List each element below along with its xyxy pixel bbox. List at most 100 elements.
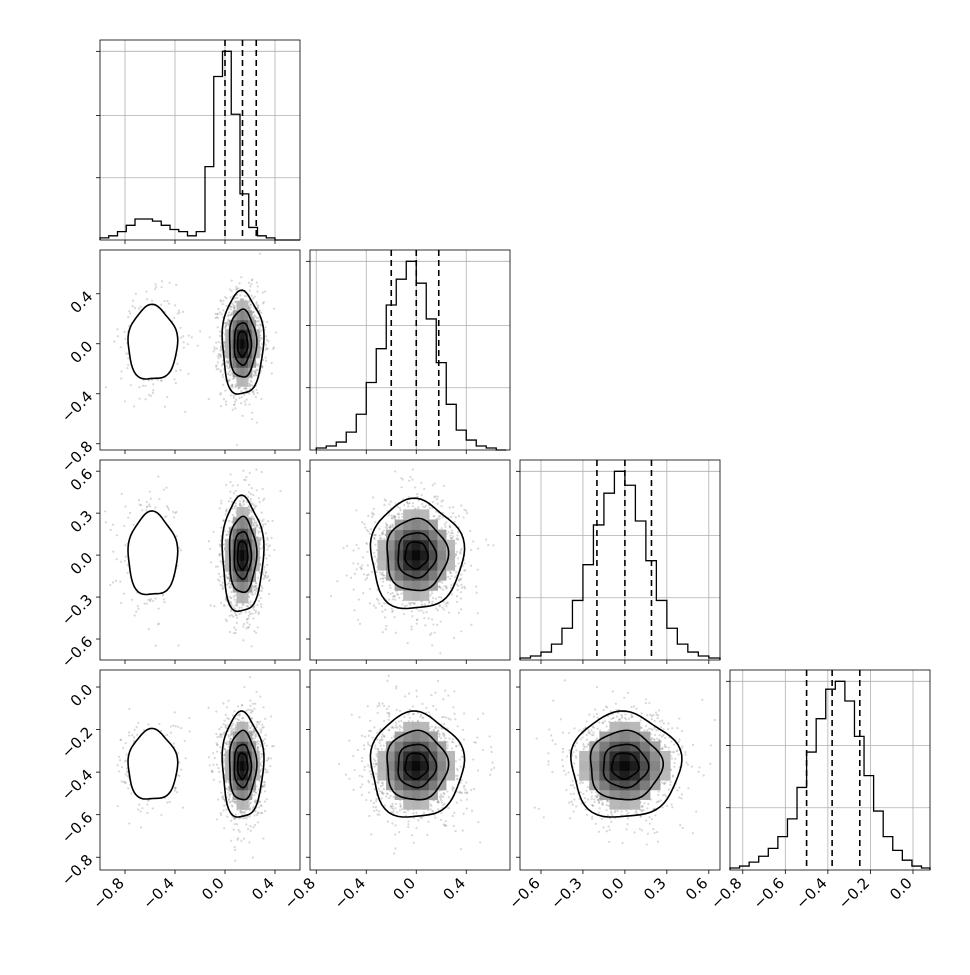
scatter-point xyxy=(434,482,436,484)
scatter-point xyxy=(129,312,131,314)
scatter-point xyxy=(146,603,148,605)
scatter-point xyxy=(138,386,140,388)
scatter-point xyxy=(256,304,258,306)
scatter-point xyxy=(420,482,422,484)
scatter-point xyxy=(216,347,218,349)
scatter-point xyxy=(116,534,118,536)
scatter-point xyxy=(219,371,221,373)
scatter-point xyxy=(150,498,152,500)
scatter-point xyxy=(124,544,126,546)
scatter-point xyxy=(456,583,458,585)
scatter-point xyxy=(362,592,364,594)
scatter-point xyxy=(154,506,156,508)
scatter-point xyxy=(220,500,222,502)
scatter-point xyxy=(434,632,436,634)
scatter-point xyxy=(369,602,371,604)
scatter-point xyxy=(264,738,266,740)
scatter-point xyxy=(477,569,479,571)
scatter-point xyxy=(188,334,190,336)
panel-frame xyxy=(310,250,510,450)
scatter-point xyxy=(244,400,246,402)
scatter-point xyxy=(152,392,154,394)
scatter-point xyxy=(228,500,230,502)
scatter-point xyxy=(470,565,472,567)
scatter-point xyxy=(214,757,216,759)
scatter-point xyxy=(224,296,226,298)
scatter-point xyxy=(249,613,251,615)
scatter-point xyxy=(370,528,372,530)
scatter-point xyxy=(399,507,401,509)
scatter-point xyxy=(426,611,428,613)
scatter-point xyxy=(367,564,369,566)
scatter-point xyxy=(260,548,262,550)
density-cell xyxy=(237,592,241,603)
scatter-point xyxy=(248,506,250,508)
scatter-point xyxy=(255,396,257,398)
scatter-point xyxy=(235,399,237,401)
scatter-point xyxy=(139,398,141,400)
scatter-point xyxy=(220,502,222,504)
scatter-point xyxy=(230,296,232,298)
density-cell xyxy=(237,507,241,518)
scatter-point xyxy=(227,367,229,369)
scatter-point xyxy=(163,601,165,603)
scatter-point xyxy=(252,524,254,526)
scatter-point xyxy=(461,587,463,589)
scatter-point xyxy=(233,404,235,406)
scatter-point xyxy=(267,340,269,342)
scatter-point xyxy=(222,582,224,584)
scatter-point xyxy=(379,572,381,574)
scatter-point xyxy=(355,509,357,511)
scatter-point xyxy=(422,505,424,507)
scatter-point xyxy=(220,405,222,407)
scatter-point xyxy=(272,348,274,350)
scatter-point xyxy=(187,373,189,375)
scatter-point xyxy=(352,562,354,564)
scatter-point xyxy=(362,556,364,558)
scatter-point xyxy=(257,285,259,287)
scatter-point xyxy=(233,599,235,601)
scatter-point xyxy=(354,609,356,611)
scatter-point xyxy=(383,538,385,540)
scatter-point xyxy=(441,527,443,529)
scatter-point xyxy=(231,280,233,282)
scatter-point xyxy=(371,571,373,573)
scatter-point xyxy=(267,520,269,522)
scatter-point xyxy=(243,479,245,481)
scatter-point xyxy=(116,558,118,560)
scatter-point xyxy=(253,314,255,316)
scatter-point xyxy=(425,504,427,506)
scatter-point xyxy=(457,531,459,533)
scatter-point xyxy=(234,508,236,510)
scatter-point xyxy=(249,289,251,291)
scatter-point xyxy=(260,347,262,349)
scatter-point xyxy=(367,515,369,517)
density-cell xyxy=(225,550,229,561)
scatter-point xyxy=(382,581,384,583)
scatter-point xyxy=(440,620,442,622)
scatter-point xyxy=(141,509,143,511)
scatter-point xyxy=(256,281,258,283)
scatter-point xyxy=(400,509,402,511)
scatter-point xyxy=(384,609,386,611)
scatter-point xyxy=(166,300,168,302)
scatter-point xyxy=(404,605,406,607)
scatter-point xyxy=(236,444,238,446)
scatter-point xyxy=(443,485,445,487)
scatter-point xyxy=(215,342,217,344)
scatter-point xyxy=(264,576,266,578)
scatter-point xyxy=(146,298,148,300)
scatter-point xyxy=(145,509,147,511)
scatter-point xyxy=(457,562,459,564)
scatter-point xyxy=(215,317,217,319)
scatter-point xyxy=(112,581,114,583)
scatter-point xyxy=(210,561,212,563)
scatter-point xyxy=(416,623,418,625)
scatter-point xyxy=(411,615,413,617)
scatter-point xyxy=(226,322,228,324)
scatter-point xyxy=(222,309,224,311)
scatter-point xyxy=(218,357,220,359)
scatter-point xyxy=(230,820,232,822)
scatter-point xyxy=(262,523,264,525)
scatter-point xyxy=(406,502,408,504)
